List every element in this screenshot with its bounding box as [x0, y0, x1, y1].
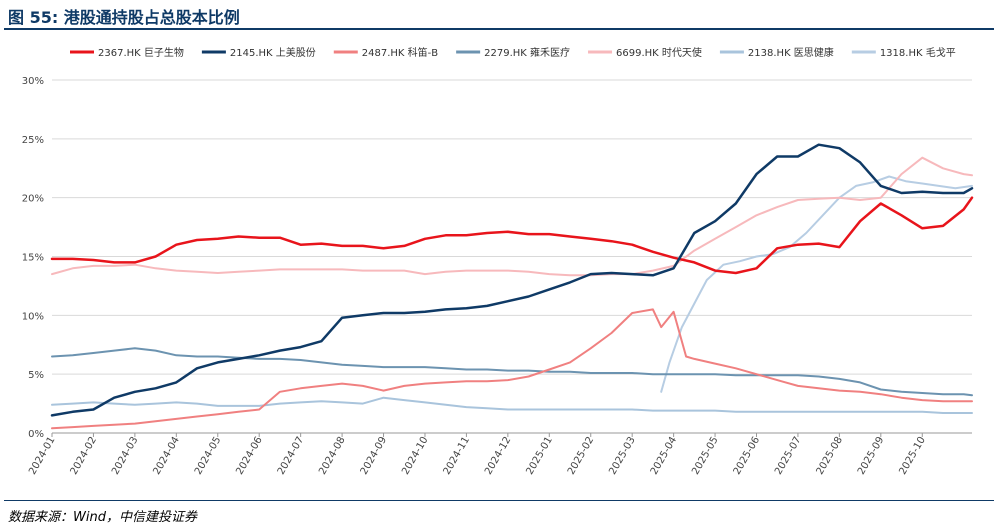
x-axis-ticks: 2024-01 2024-02 2024-03 2024-04 2024-05 2024-…	[27, 433, 928, 477]
x-tick-label: 2025-07	[773, 435, 803, 477]
y-tick-label: 5%	[28, 370, 44, 381]
x-tick-label: 2024-07	[276, 435, 306, 477]
legend-label: 2279.HK 雍禾医疗	[484, 46, 570, 59]
source-note: 数据来源：Wind，中信建投证券	[8, 510, 197, 525]
legend-label: 2138.HK 医思健康	[748, 46, 834, 59]
y-axis-ticks: 0% 5% 10% 15% 20% 25% 30%	[22, 76, 44, 440]
footer-divider	[4, 500, 994, 501]
title-divider	[4, 28, 994, 30]
x-tick-label: 2024-11	[442, 435, 472, 477]
x-tick-label: 2025-10	[897, 435, 927, 477]
x-tick-label: 2024-12	[483, 435, 513, 477]
series-line-2	[50, 143, 974, 417]
x-tick-label: 2024-08	[317, 435, 347, 477]
legend-label: 2487.HK 科笛-B	[362, 46, 438, 59]
y-tick-label: 0%	[28, 429, 44, 440]
x-tick-label: 2024-04	[151, 435, 181, 477]
x-tick-label: 2025-04	[649, 435, 679, 477]
x-tick-label: 2025-01	[524, 435, 554, 477]
series-line-3	[51, 308, 973, 430]
x-tick-label: 2025-03	[607, 435, 637, 477]
x-tick-label: 2024-09	[359, 435, 389, 477]
series-lines	[50, 143, 974, 430]
series-line-6	[51, 396, 973, 414]
x-tick-label: 2024-01	[27, 435, 57, 477]
x-tick-label: 2024-05	[193, 435, 223, 477]
y-tick-label: 15%	[22, 253, 44, 264]
series-line-7	[660, 175, 973, 393]
y-tick-label: 30%	[22, 76, 44, 87]
x-tick-label: 2025-09	[856, 435, 886, 477]
chart-title: 图 55: 港股通持股占总股本比例	[8, 8, 240, 27]
x-tick-label: 2025-05	[690, 435, 720, 477]
series-line-5	[51, 156, 973, 277]
grid-lines	[52, 79, 972, 434]
legend-label: 6699.HK 时代天使	[616, 46, 702, 59]
y-tick-label: 10%	[22, 311, 44, 322]
series-line-1	[50, 196, 974, 275]
x-tick-label: 2025-08	[815, 435, 845, 477]
x-tick-label: 2025-02	[566, 435, 596, 477]
y-tick-label: 25%	[22, 135, 44, 146]
x-tick-label: 2024-10	[400, 435, 430, 477]
x-tick-label: 2024-06	[234, 435, 264, 477]
legend-label: 2367.HK 巨子生物	[98, 46, 184, 59]
y-tick-label: 20%	[22, 194, 44, 205]
x-tick-label: 2024-02	[69, 435, 99, 477]
legend-label: 2145.HK 上美股份	[230, 46, 316, 59]
series-line-4	[51, 347, 973, 397]
legend-label: 1318.HK 毛戈平	[880, 46, 956, 59]
x-tick-label: 2025-06	[732, 435, 762, 477]
x-tick-label: 2024-03	[110, 435, 140, 477]
legend: 2367.HK 巨子生物 2145.HK 上美股份 2487.HK 科笛-B 2279…	[70, 46, 956, 59]
line-chart: 2367.HK 巨子生物 2145.HK 上美股份 2487.HK 科笛-B 2279…	[22, 46, 974, 477]
